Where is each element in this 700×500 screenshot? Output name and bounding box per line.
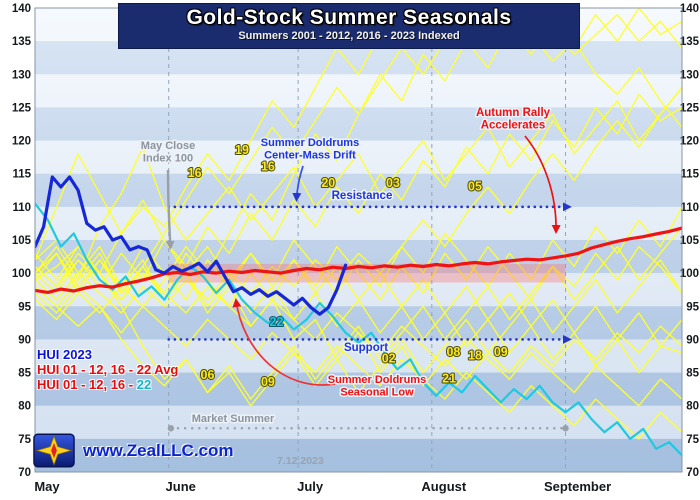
year-label-21: 21	[442, 372, 456, 386]
legend-hui-2022-prefix: HUI 01 - 12, 16 -	[37, 377, 137, 392]
year-label-16: 16	[261, 159, 275, 173]
grid-band	[35, 306, 682, 340]
zeal-url[interactable]: www.ZealLLC.com	[83, 440, 234, 460]
ref-dot	[562, 425, 569, 432]
x-label-june: June	[166, 479, 196, 494]
series-hui-01-12-16-22-avg	[35, 226, 682, 294]
y-tick-left-85: 85	[18, 368, 31, 380]
y-tick-left-75: 75	[18, 434, 31, 446]
year-label-09: 09	[261, 375, 275, 389]
y-tick-right-115: 115	[680, 169, 699, 181]
year-label-05: 05	[468, 179, 482, 193]
chart-date: 7.12.2023	[277, 455, 324, 467]
y-tick-right-90: 90	[686, 334, 699, 346]
y-tick-left-135: 135	[12, 36, 32, 48]
x-label-august: August	[421, 479, 466, 494]
zeal-logo	[33, 433, 75, 468]
year-label-08: 08	[446, 345, 460, 359]
chart-subtitle: Summers 2001 - 2012, 2016 - 2023 Indexed	[238, 30, 460, 42]
y-tick-right-110: 110	[680, 202, 699, 214]
y-tick-right-130: 130	[680, 69, 699, 81]
annotation-arrow-seasonal-low	[232, 298, 336, 386]
chart-legend: HUI 2023 HUI 01 - 12, 16 - 22 Avg HUI 01…	[37, 347, 178, 392]
y-tick-left-140: 140	[12, 3, 31, 15]
y-tick-left-125: 125	[12, 102, 32, 114]
y-tick-left-95: 95	[18, 301, 31, 313]
grid-band	[35, 438, 682, 472]
y-tick-right-100: 100	[680, 268, 699, 280]
series-2006	[35, 245, 682, 407]
y-tick-left-90: 90	[18, 334, 31, 346]
y-tick-right-85: 85	[686, 368, 699, 380]
legend-hui-2022: HUI 01 - 12, 16 - 22	[37, 377, 178, 392]
y-tick-left-70: 70	[18, 467, 31, 479]
y-tick-right-140: 140	[680, 3, 699, 15]
y-tick-left-120: 120	[12, 136, 31, 148]
year-label-20: 20	[321, 176, 335, 190]
branding: www.ZealLLC.com	[33, 433, 234, 468]
annotation-resistance-label: Resistance	[332, 190, 393, 202]
series-2008	[35, 259, 682, 407]
may-close-band	[168, 263, 566, 283]
grid-band	[35, 206, 682, 240]
series-2009	[35, 225, 682, 400]
series-hui-2023	[35, 175, 348, 316]
y-tick-left-105: 105	[12, 235, 32, 247]
annotation-market-summer: Market Summer	[192, 413, 275, 425]
y-tick-left-80: 80	[18, 401, 31, 413]
x-label-september: September	[544, 479, 611, 494]
series-2007	[35, 153, 682, 347]
series-2017	[35, 86, 682, 281]
grid-band	[35, 372, 682, 406]
annotation-arrow-may-close	[165, 169, 175, 250]
ref-dot	[167, 425, 175, 432]
year-label-19: 19	[235, 143, 249, 157]
series-2010	[35, 245, 682, 307]
x-label-july: July	[297, 479, 324, 494]
legend-hui-2022-suffix: 22	[136, 377, 152, 392]
y-tick-right-125: 125	[680, 102, 700, 114]
y-tick-right-75: 75	[686, 434, 699, 446]
year-label-02: 02	[382, 352, 396, 366]
y-tick-left-100: 100	[12, 268, 31, 280]
annotation-doldrums-drift: Summer Doldrums Center-Mass Drift	[261, 137, 359, 162]
grid-band	[35, 74, 682, 108]
series-hui-2022	[35, 202, 682, 457]
legend-hui-2023: HUI 2023	[37, 347, 92, 362]
chart-title: Gold-Stock Summer Seasonals	[186, 6, 512, 29]
series-2005	[35, 86, 682, 314]
y-tick-left-130: 130	[12, 69, 31, 81]
annotation-arrow-doldrums-drift	[292, 165, 304, 202]
year-label-22: 22	[270, 315, 284, 329]
title-bar: Gold-Stock Summer Seasonals Summers 2001…	[118, 3, 580, 49]
x-label-may: May	[34, 479, 60, 494]
legend-hui-avg: HUI 01 - 12, 16 - 22 Avg	[37, 362, 179, 377]
y-tick-right-70: 70	[686, 467, 699, 479]
y-tick-left-115: 115	[12, 169, 31, 181]
series-2021	[35, 285, 682, 440]
compass-needle-icon	[51, 442, 57, 459]
annotation-autumn-rally: Autumn Rally Accelerates	[476, 107, 551, 132]
year-label-09: 09	[494, 345, 508, 359]
y-tick-right-95: 95	[686, 301, 699, 313]
annotation-may-close: May Close Index 100	[141, 140, 195, 165]
y-tick-right-135: 135	[680, 36, 700, 48]
annotation-seasonal-low: Summer Doldrums Seasonal Low	[328, 374, 426, 399]
annotation-arrow-autumn-rally	[524, 135, 561, 234]
year-label-03: 03	[386, 176, 400, 190]
annotation-support-label: Support	[344, 342, 388, 354]
y-tick-right-105: 105	[680, 235, 700, 247]
grid-band	[35, 107, 682, 141]
year-label-06: 06	[201, 368, 215, 382]
year-label-16: 16	[188, 166, 202, 180]
year-label-18: 18	[468, 348, 482, 362]
grid-band	[35, 405, 682, 439]
y-tick-right-80: 80	[686, 401, 699, 413]
y-tick-right-120: 120	[680, 136, 699, 148]
plot-bg	[35, 8, 682, 472]
y-tick-left-110: 110	[12, 202, 31, 214]
